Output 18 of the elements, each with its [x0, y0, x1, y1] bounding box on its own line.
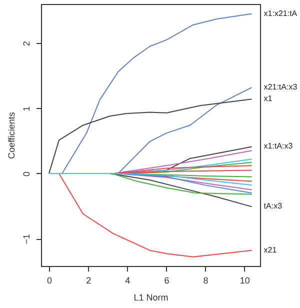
x-tick-label: 10	[240, 276, 250, 286]
y-tick-label: 1	[22, 106, 32, 112]
x-tick-label: 2	[86, 276, 92, 286]
series-label: x1	[264, 94, 273, 104]
series-label: x1:x21:tA	[264, 8, 298, 18]
x-tick-label: 0	[47, 276, 52, 286]
x-tick-label: 6	[164, 276, 170, 286]
y-tick-label: 2	[22, 41, 32, 46]
x-tick-label: 4	[125, 276, 130, 286]
series-label: x21:tA:x3	[264, 82, 298, 92]
x-axis-title: L1 Norm	[134, 292, 168, 302]
series-label: tA:x3	[264, 202, 283, 211]
y-tick-label: 0	[22, 171, 32, 176]
y-tick-label: −1	[22, 234, 32, 244]
x-tick-label: 8	[203, 276, 208, 286]
y-axis-title: Coefficients	[6, 112, 16, 159]
series-label: x1:tA:x3	[264, 142, 294, 151]
series-label: x21	[264, 245, 278, 254]
